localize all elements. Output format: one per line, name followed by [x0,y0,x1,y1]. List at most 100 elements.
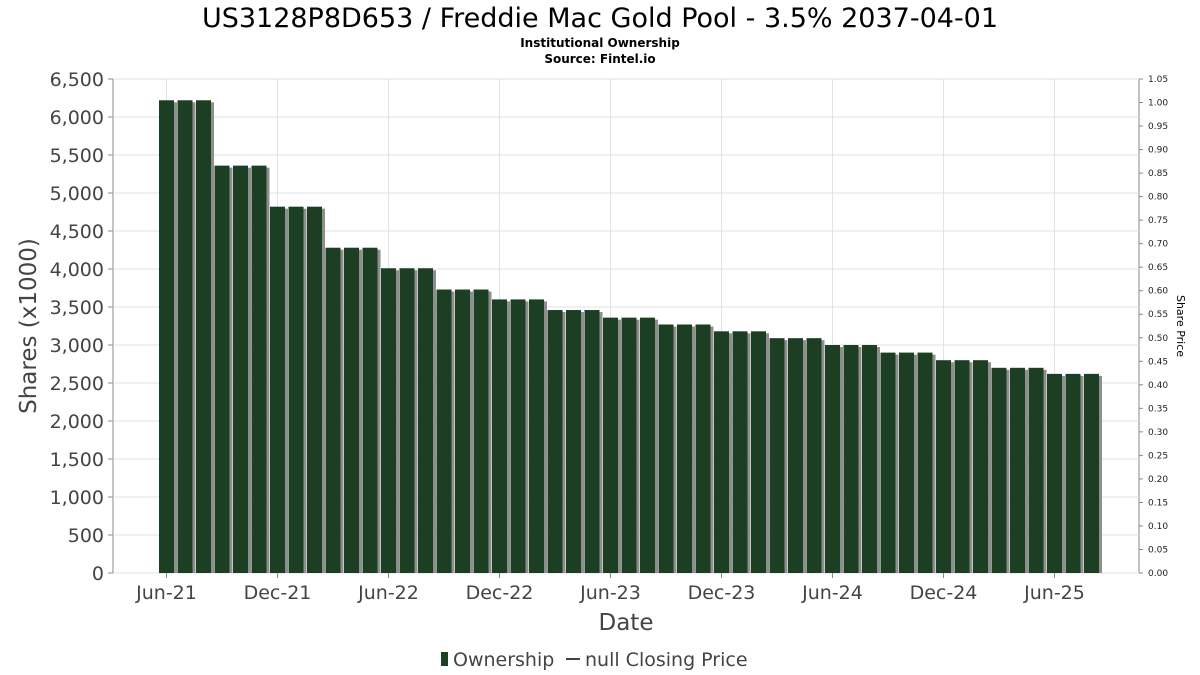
left-tick-label: 6,000 [50,107,104,129]
legend-ownership-label: Ownership [453,649,554,671]
bar [769,338,785,573]
bar [362,247,378,573]
right-tick-label: 0.90 [1148,146,1168,156]
bar [603,317,618,573]
bar [288,206,304,573]
right-tick-label: 0.65 [1148,263,1168,273]
bars-group [159,100,1102,573]
left-tick-label: 3,000 [50,335,104,357]
bar [1028,367,1044,573]
chart-source: Source: Fintel.io [544,52,655,66]
left-tick-label: 0 [92,563,104,585]
bar [714,331,729,573]
bar [954,360,970,573]
right-tick-label: 0.10 [1148,522,1168,532]
bar [862,345,877,573]
left-tick-label: 4,000 [50,259,104,281]
right-tick-label: 0.80 [1148,193,1168,203]
right-tick-label: 1.00 [1148,99,1168,109]
right-tick-label: 0.55 [1148,310,1168,320]
legend-ownership-swatch [441,652,448,666]
left-tick-label: 3,500 [50,297,104,319]
chart-title: US3128P8D653 / Freddie Mac Gold Pool - 3… [202,3,998,34]
x-tick-label: Dec-24 [910,582,978,604]
right-tick-label: 0.50 [1148,334,1168,344]
right-axis-ticks: 0.00 0.05 0.10 0.15 0.20 0.25 0.30 0.35 0.40 0.45… [1139,75,1168,579]
bar [159,100,174,573]
bar [788,338,803,573]
bar [270,206,285,573]
bar [621,317,637,573]
bar [344,247,359,573]
right-tick-label: 0.85 [1148,169,1168,179]
bar [695,324,711,573]
bar [825,345,840,573]
x-tick-label: Jun-22 [357,582,419,604]
bar [381,268,396,573]
x-tick-label: Jun-21 [135,582,197,604]
bar [455,289,470,573]
right-tick-label: 0.25 [1148,451,1168,461]
x-tick-label: Dec-21 [244,582,312,604]
bar [436,289,452,573]
bar [307,206,322,573]
bar [917,352,933,573]
y-axis-label-right: Share Price [1174,295,1187,357]
right-tick-label: 0.20 [1148,475,1168,485]
bar [196,100,211,573]
x-tick-label: Jun-23 [579,582,641,604]
bar [677,324,692,573]
left-tick-label: 5,000 [50,183,104,205]
legend-price-label: null Closing Price [585,649,748,671]
y-axis-label: Shares (x1000) [16,238,42,414]
legend: Ownership null Closing Price [441,649,748,671]
bar [584,310,600,573]
right-tick-label: 0.05 [1148,545,1168,555]
x-axis-label: Date [599,610,654,636]
right-tick-label: 0.35 [1148,404,1168,414]
chart-subtitle: Institutional Ownership [520,36,680,50]
right-tick-label: 0.45 [1148,357,1168,367]
left-tick-label: 1,500 [50,449,104,471]
bar [547,310,563,573]
x-tick-label: Jun-25 [1023,582,1085,604]
bar [233,165,248,573]
right-tick-label: 0.15 [1148,498,1168,508]
left-tick-label: 2,000 [50,411,104,433]
left-tick-label: 2,500 [50,373,104,395]
left-tick-label: 6,500 [50,69,104,91]
bar [991,367,1007,573]
right-tick-label: 0.60 [1148,287,1168,297]
x-tick-label: Dec-22 [466,582,534,604]
bar [806,338,822,573]
bar [973,360,988,573]
right-tick-label: 0.70 [1148,240,1168,250]
bar [751,331,766,573]
left-tick-label: 5,500 [50,145,104,167]
bar [1084,373,1099,573]
right-tick-label: 1.05 [1148,75,1168,85]
x-axis-ticks: Jun-21 Dec-21 Jun-22 Dec-22 Jun-23 Dec-23 Jun-… [135,573,1085,604]
bar [473,289,489,573]
bar [492,299,507,573]
bar [251,165,267,573]
left-tick-label: 500 [68,525,104,547]
bar [1047,373,1062,573]
left-axis-ticks: 0 500 1,000 1,500 2,000 2,500 3,000 3,500 4,000 4… [50,69,113,585]
bar [640,317,655,573]
x-tick-label: Jun-24 [801,582,863,604]
bar [936,360,951,573]
right-tick-label: 0.75 [1148,216,1168,226]
bar [510,299,526,573]
bar [566,310,581,573]
bar [899,352,914,573]
bar [214,165,230,573]
bar [1010,367,1025,573]
right-tick-label: 0.95 [1148,122,1168,132]
right-tick-label: 0.40 [1148,381,1168,391]
right-tick-label: 0.30 [1148,428,1168,438]
bar [399,268,415,573]
bar [325,247,341,573]
bar [1065,373,1081,573]
